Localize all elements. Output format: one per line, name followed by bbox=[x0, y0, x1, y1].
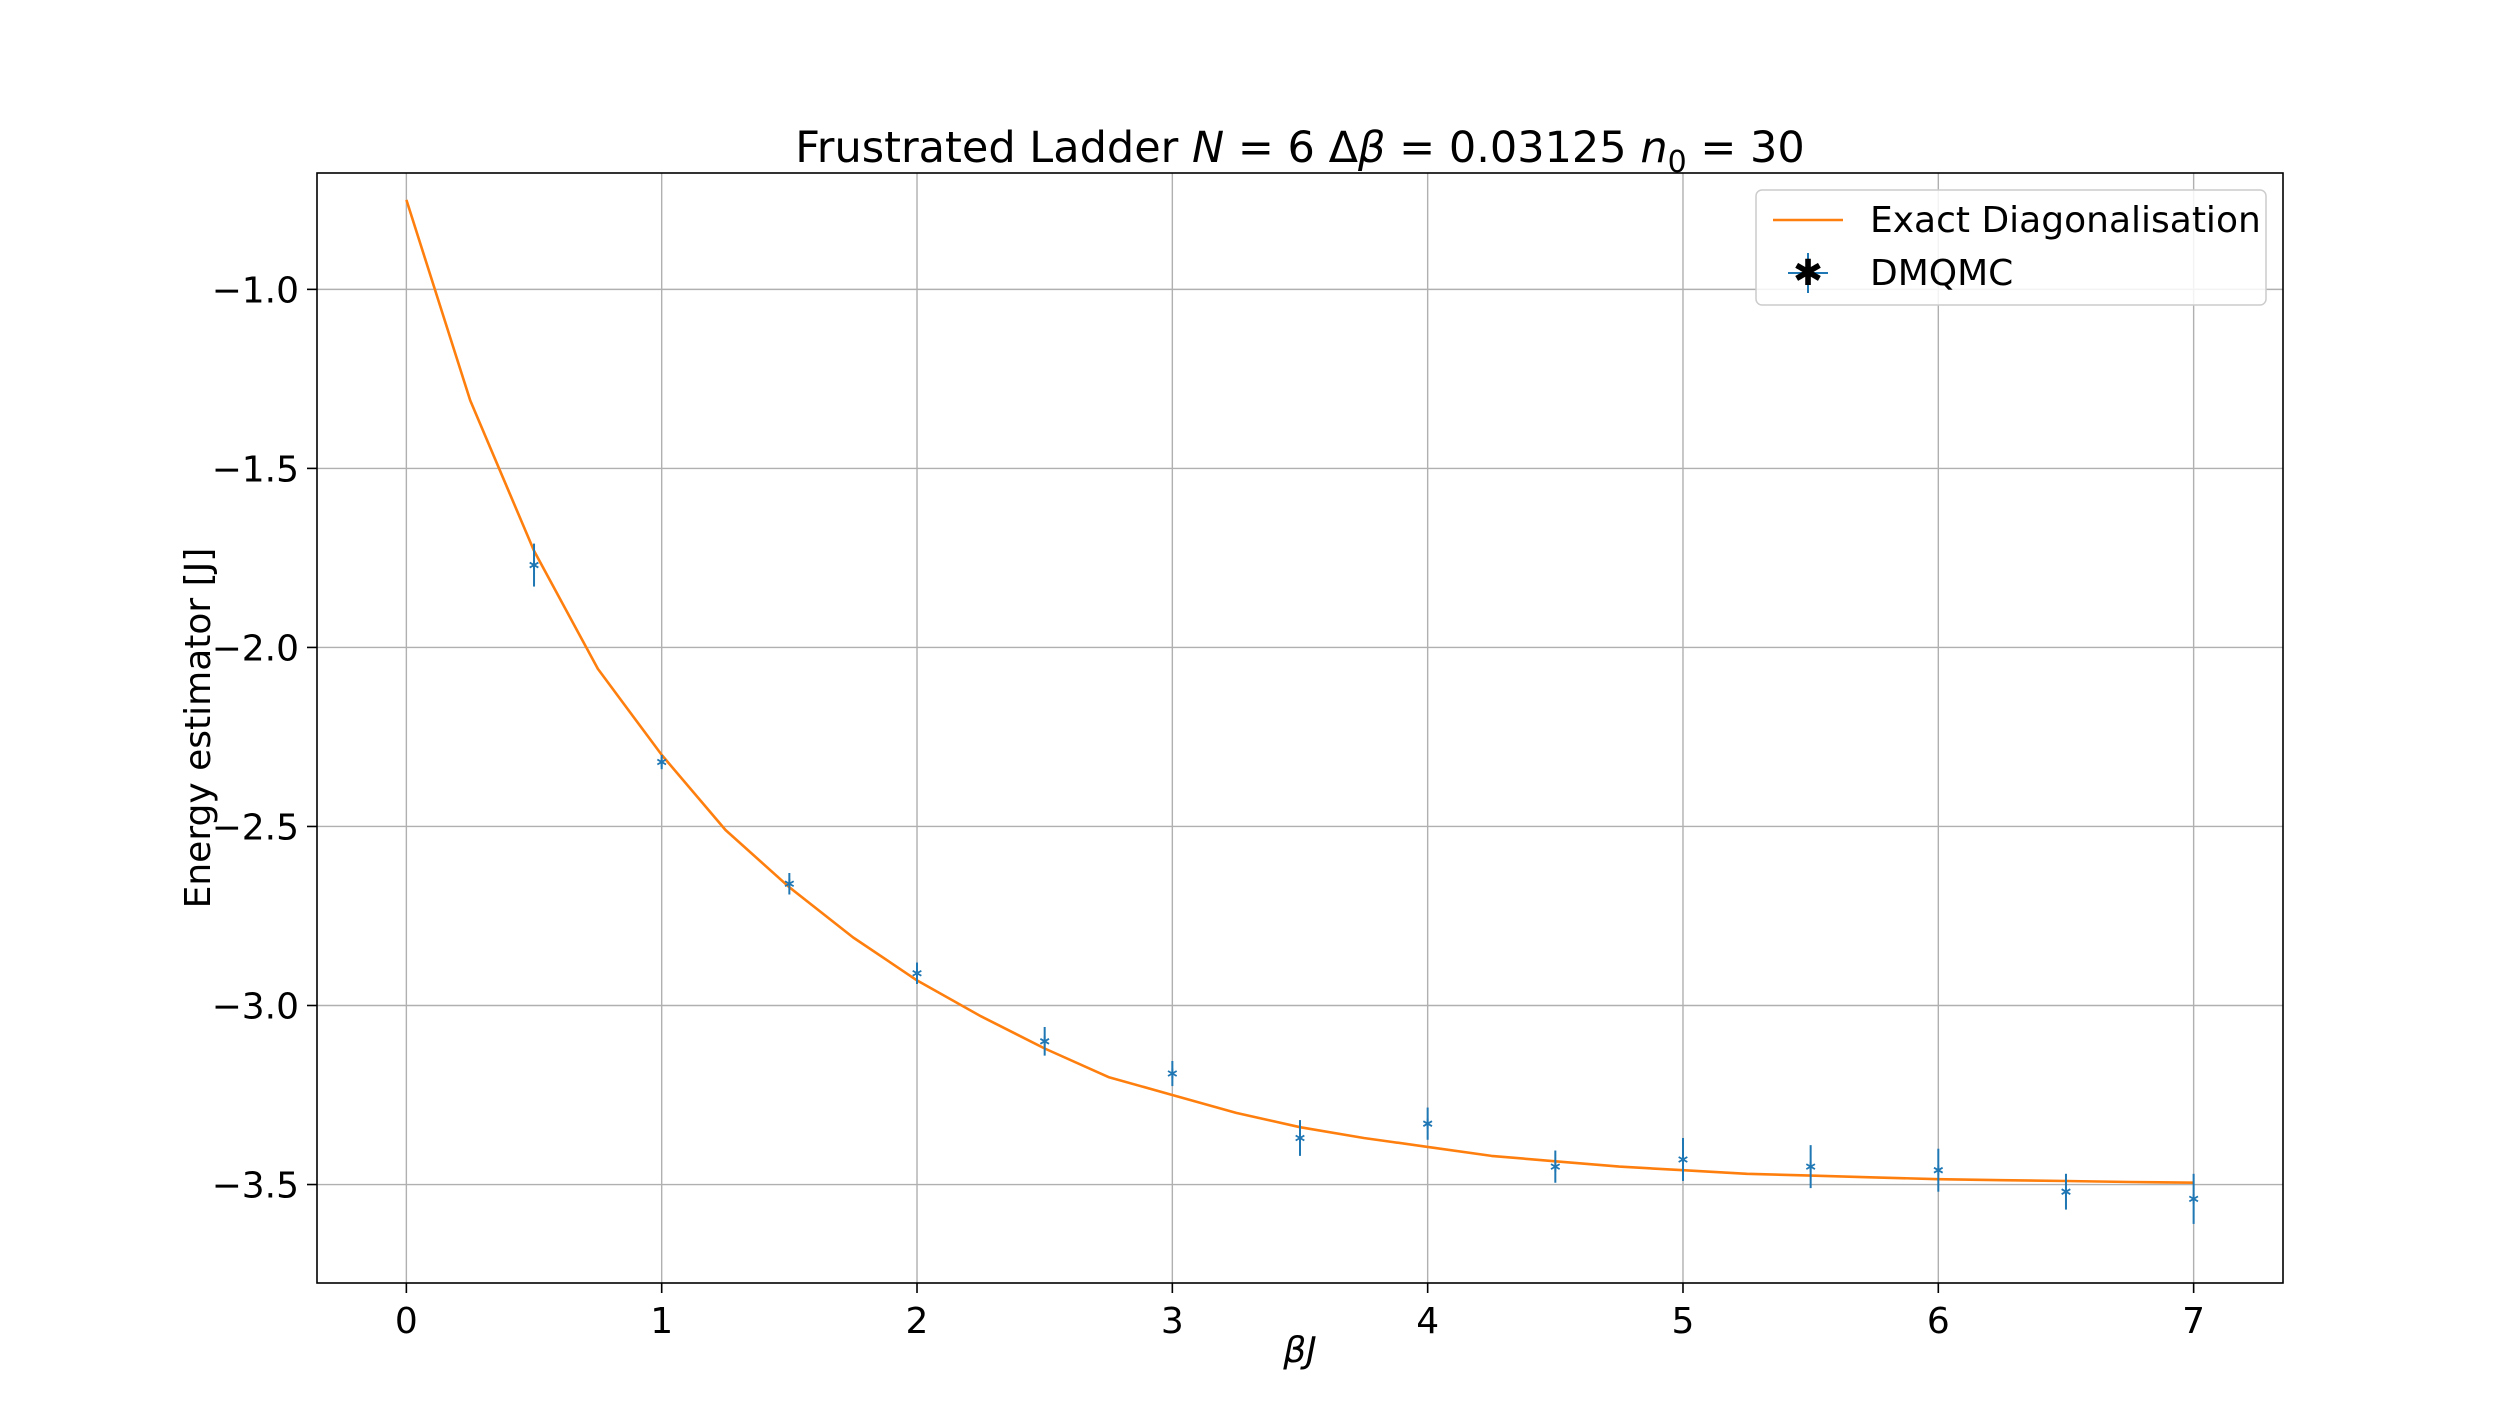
x-tick-label: 4 bbox=[1416, 1301, 1439, 1342]
x-tick-label: 5 bbox=[1672, 1301, 1695, 1342]
x-axis-label: βJ bbox=[1282, 1330, 1317, 1371]
dmqmc-point bbox=[912, 968, 922, 979]
x-tick-label: 0 bbox=[395, 1301, 418, 1342]
x-tick-label: 3 bbox=[1161, 1301, 1184, 1342]
dmqmc-point bbox=[1167, 1068, 1178, 1079]
dmqmc-point bbox=[2061, 1186, 2071, 1197]
dmqmc-point bbox=[1678, 1154, 1688, 1165]
y-tick-label: −3.5 bbox=[212, 1166, 299, 1207]
y-tick-label: −1.0 bbox=[212, 270, 299, 311]
dmqmc-point bbox=[656, 757, 667, 768]
dmqmc-point bbox=[529, 560, 539, 571]
y-tick-label: −2.0 bbox=[212, 628, 299, 669]
legend-label-exact: Exact Diagonalisation bbox=[1870, 200, 2261, 241]
legend-frame bbox=[1755, 189, 2267, 306]
dmqmc-point bbox=[1295, 1132, 1305, 1143]
dmqmc-point bbox=[1933, 1165, 1944, 1176]
dmqmc-point bbox=[2188, 1193, 2199, 1204]
chart-title: Frustrated Ladder N = 6 Δβ = 0.03125 n0 … bbox=[795, 123, 1805, 180]
x-tick-label: 6 bbox=[1927, 1301, 1950, 1342]
grid bbox=[317, 173, 2283, 1283]
legend-marker-swatch: ✱ bbox=[1793, 253, 1823, 294]
y-tick-label: −3.0 bbox=[212, 987, 299, 1028]
x-tick-label: 2 bbox=[906, 1301, 929, 1342]
y-axis-label: Energy estimator [J] bbox=[178, 548, 219, 909]
dmqmc-point bbox=[1422, 1118, 1433, 1129]
x-tick-label: 7 bbox=[2182, 1301, 2205, 1342]
legend-label-dmqmc: DMQMC bbox=[1870, 253, 2013, 294]
x-tick-label: 1 bbox=[650, 1301, 673, 1342]
dmqmc-point bbox=[1039, 1036, 1050, 1047]
y-tick-label: −1.5 bbox=[212, 449, 299, 490]
dmqmc-point bbox=[1550, 1161, 1561, 1172]
axis-ticks: 0 1 2 3 4 5 6 7 −1.0 −1.5 −2.0 −2.5 −3.0 −3.5 bbox=[212, 270, 2206, 1342]
dmqmc-point bbox=[784, 878, 795, 889]
y-tick-label: −2.5 bbox=[212, 807, 299, 848]
plot-frame bbox=[316, 172, 2284, 1284]
plot-series bbox=[405, 199, 2199, 1224]
legend: Exact Diagonalisation ✱ DMQMC bbox=[1755, 189, 2267, 306]
dmqmc-point bbox=[1805, 1161, 1816, 1172]
